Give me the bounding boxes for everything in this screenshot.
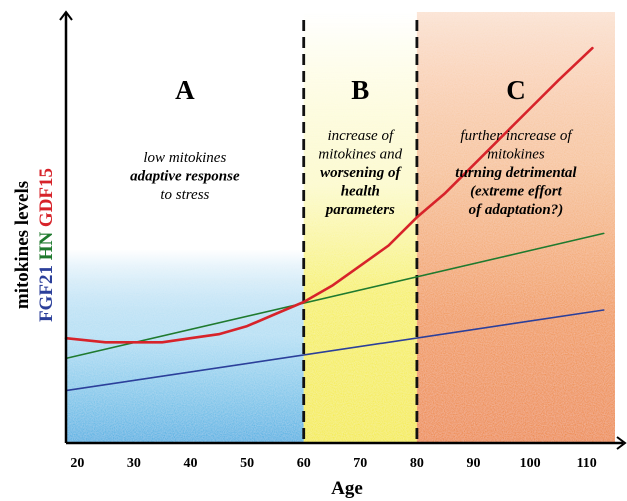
x-tick-label: 40 bbox=[184, 456, 198, 471]
x-tick-label: 80 bbox=[410, 456, 424, 471]
region-b-note-line: worsening of bbox=[320, 165, 402, 181]
region-b-note-line: mitokines and bbox=[318, 147, 402, 163]
series-lines bbox=[64, 46, 605, 392]
series-gdf15-line bbox=[64, 46, 594, 344]
x-tick-label: 50 bbox=[240, 456, 254, 471]
x-tick-label: 30 bbox=[127, 456, 141, 471]
region-b-note-line: health bbox=[341, 184, 380, 200]
series-fgf21-line bbox=[65, 309, 605, 392]
y-axis-arrow-icon bbox=[59, 10, 73, 21]
region-a-note-line: adaptive response bbox=[130, 169, 240, 185]
region-c-fill bbox=[416, 12, 615, 443]
x-tick-label: 60 bbox=[297, 456, 311, 471]
region-b-note-line: increase of bbox=[327, 128, 395, 144]
x-axis-arrow-icon bbox=[616, 436, 627, 450]
region-c-letter: C bbox=[506, 75, 526, 105]
x-tick-label: 90 bbox=[467, 456, 481, 471]
region-c-note-line: turning detrimental bbox=[455, 165, 577, 181]
x-tick-label: 20 bbox=[70, 456, 84, 471]
x-tick-label: 100 bbox=[520, 456, 541, 471]
y-label-part: GDF15 bbox=[36, 168, 57, 232]
background-regions bbox=[66, 12, 615, 443]
x-tick-labels: 20 30 40 50 60 70 80 90 100 110 bbox=[70, 456, 596, 471]
series-hn-line bbox=[65, 232, 605, 360]
region-a-letter: A bbox=[175, 75, 195, 105]
region-b-note-line: parameters bbox=[324, 202, 395, 218]
y-axis-label: mitokines levels FGF21 HN GDF15 bbox=[12, 168, 57, 322]
y-label-part: HN bbox=[36, 232, 57, 266]
x-axis-label: Age bbox=[331, 478, 363, 499]
region-c-note-line: (extreme effort bbox=[470, 184, 563, 200]
region-b-letter: B bbox=[351, 75, 369, 105]
axes bbox=[59, 10, 627, 450]
x-tick-label: 70 bbox=[353, 456, 367, 471]
age-dividers bbox=[302, 20, 419, 443]
region-a-note-line: low mitokines bbox=[143, 150, 226, 166]
region-c-note-line: further increase of bbox=[460, 128, 573, 144]
region-c-note-line: mitokines bbox=[487, 147, 545, 163]
region-a-note-line: to stress bbox=[160, 187, 209, 203]
y-label-part: FGF21 bbox=[36, 265, 57, 322]
x-tick-label: 110 bbox=[577, 456, 597, 471]
region-a-fill bbox=[66, 12, 304, 443]
region-b-fill bbox=[303, 12, 417, 443]
region-c-note-line: of adaptation?) bbox=[469, 202, 564, 218]
y-label-part: mitokines levels bbox=[12, 181, 33, 309]
